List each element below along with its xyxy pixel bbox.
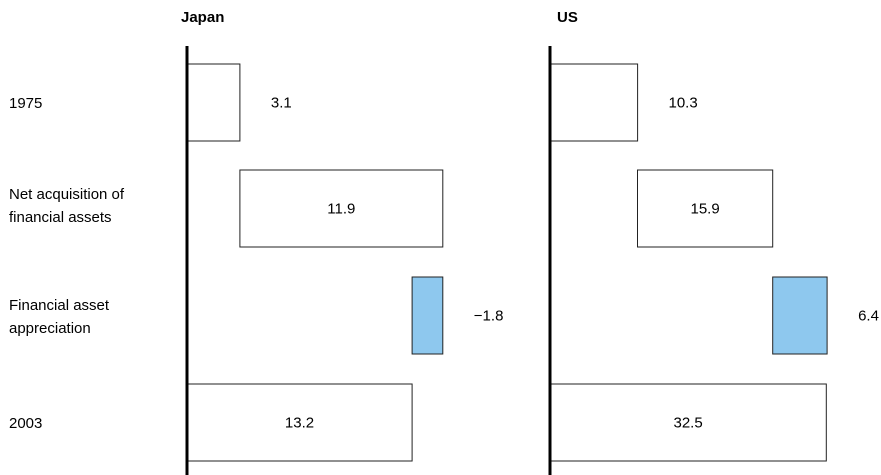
row-label-1975: 1975 (9, 95, 42, 112)
us-value-label-1: 10.3 (669, 95, 698, 112)
row-label-net-acquisition-line2: financial assets (9, 209, 112, 226)
row-label-appreciation-line1: Financial asset (9, 297, 110, 314)
japan-value-label-3: −1.8 (474, 308, 504, 325)
japan-value-label-4: 13.2 (285, 415, 314, 432)
japan-bar-4 (186, 383, 413, 462)
row-label-2003: 2003 (9, 415, 42, 432)
chart-panels: Japan 3.1 11.9 −1.8 13.2 US 10.3 15.9 6.4 32.5 (181, 9, 879, 475)
us-bar-3 (772, 276, 828, 355)
row-label-net-acquisition-line1: Net acquisition of (9, 186, 125, 203)
us-panel-title: US (557, 9, 578, 26)
us-value-label-2: 15.9 (690, 201, 719, 218)
japan-value-label-1: 3.1 (271, 95, 292, 112)
us-bar-4 (549, 383, 827, 462)
japan-bar-1 (186, 63, 241, 142)
us-value-label-4: 32.5 (673, 415, 702, 432)
japan-panel-title: Japan (181, 9, 224, 26)
us-panel: US 10.3 15.9 6.4 32.5 (548, 9, 879, 475)
us-bar-2 (637, 169, 774, 248)
us-value-label-3: 6.4 (858, 308, 879, 325)
japan-panel: Japan 3.1 11.9 −1.8 13.2 (181, 9, 503, 475)
japan-bar-3 (411, 276, 444, 355)
us-bar-1 (549, 63, 639, 142)
japan-value-label-2: 11.9 (327, 201, 355, 218)
row-labels: 1975 Net acquisition of financial assets… (9, 95, 125, 432)
row-label-appreciation-line2: appreciation (9, 320, 91, 337)
japan-bar-2 (239, 169, 444, 248)
